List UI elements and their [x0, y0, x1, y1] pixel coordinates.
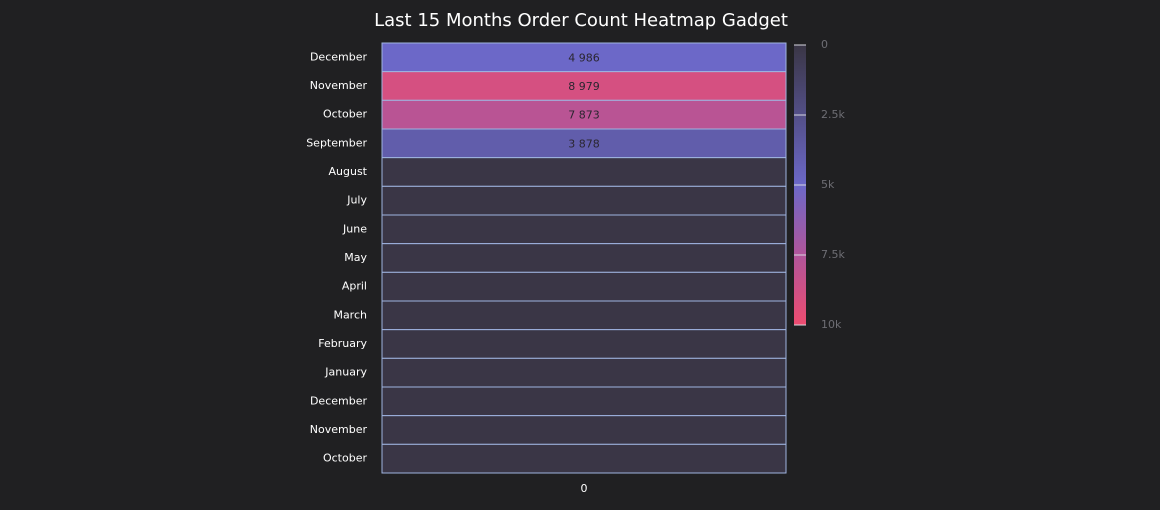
- value-label: 7 873: [568, 109, 600, 122]
- colorbar-tick-label: 0: [821, 38, 828, 51]
- y-tick-label: July: [346, 194, 367, 207]
- y-tick-label: June: [342, 222, 367, 235]
- heatmap-cell: [381, 185, 787, 216]
- y-tick-label: May: [344, 251, 367, 264]
- y-tick-label: August: [329, 165, 368, 178]
- colorbar-tick-label: 2.5k: [821, 108, 845, 121]
- value-label: 4 986: [568, 51, 600, 64]
- heatmap-cell: [381, 157, 787, 187]
- value-label: 3 878: [568, 137, 600, 150]
- y-tick-label: February: [318, 337, 367, 350]
- x-tick-label: 0: [581, 482, 588, 495]
- value-label: 8 979: [568, 80, 600, 93]
- y-tick-label: March: [333, 308, 367, 321]
- heatmap-cell: [381, 300, 787, 331]
- heatmap-cell: [381, 329, 787, 359]
- y-tick-label: April: [342, 280, 367, 293]
- heatmap-cell: [381, 71, 787, 101]
- heatmap-cell: [381, 271, 787, 302]
- y-tick-label: November: [310, 79, 368, 92]
- heatmap-cell: [381, 42, 787, 73]
- y-tick-label: November: [310, 423, 368, 436]
- y-tick-label: October: [323, 108, 367, 121]
- heatmap-cell: [381, 99, 787, 130]
- y-tick-label: January: [324, 366, 367, 379]
- y-tick-label: October: [323, 452, 367, 465]
- colorbar-tick-label: 5k: [821, 178, 835, 191]
- y-tick-label: December: [310, 50, 368, 63]
- heatmap-cell: [381, 214, 787, 245]
- heatmap-cell: [381, 443, 787, 474]
- colorbar-tick-label: 10k: [821, 318, 842, 331]
- colorbar-tick-label: 7.5k: [821, 248, 845, 261]
- chart-title: Last 15 Months Order Count Heatmap Gadge…: [374, 10, 788, 31]
- heatmap-cell: [381, 243, 787, 273]
- heatmap-cell: [381, 415, 787, 445]
- heatmap-cell: [381, 128, 787, 159]
- heatmap-cell: [381, 386, 787, 417]
- heatmap-cell: [381, 357, 787, 388]
- y-tick-label: December: [310, 394, 368, 407]
- y-tick-label: September: [306, 136, 367, 149]
